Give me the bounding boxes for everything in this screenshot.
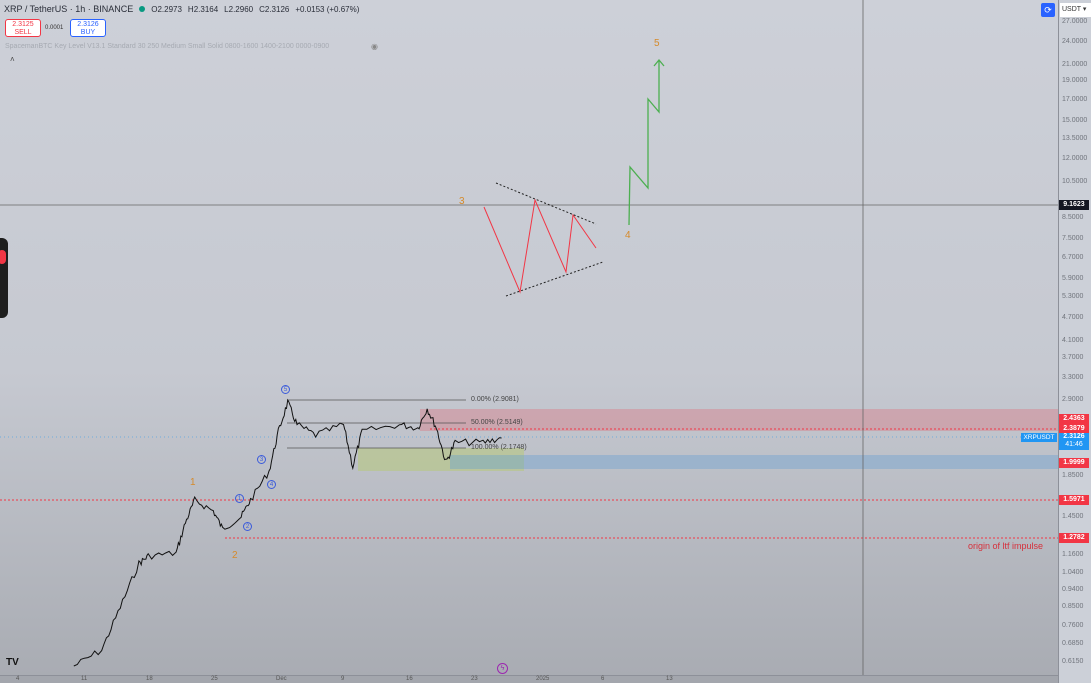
price-tick: 27.0000: [1062, 18, 1088, 25]
buy-price: 2.3126: [77, 21, 99, 28]
last-price: 2.3126: [1063, 433, 1085, 440]
eye-icon[interactable]: ◉: [371, 42, 378, 51]
market-status-dot: [139, 6, 146, 12]
price-tick: 1.8500: [1062, 471, 1084, 479]
buy-button[interactable]: 2.3126 BUY: [70, 19, 106, 37]
fib-label-100: 100.00% (2.1748): [471, 444, 527, 451]
chart-area[interactable]: [0, 0, 1058, 675]
symbol-tag: XRPUSDT: [1021, 433, 1057, 442]
price-tick: 4.1000: [1062, 336, 1084, 344]
annotation-origin: origin of ltf impulse: [968, 541, 1044, 551]
level-label-2: 2.3879: [1059, 424, 1089, 434]
price-tick: 0.6150: [1062, 657, 1084, 665]
time-tick: 25: [211, 676, 218, 682]
currency-select[interactable]: USDT ▾: [1060, 3, 1091, 17]
spread: 0.0001: [45, 25, 64, 31]
supply-zone: [420, 409, 1058, 431]
time-tick: 13: [666, 676, 673, 682]
price-tick: 10.5000: [1062, 177, 1088, 185]
level-label-1: 2.4363: [1059, 414, 1089, 424]
level-label-3: 1.9999: [1059, 458, 1089, 468]
time-tick: 23: [471, 676, 478, 682]
crosshair-price-label: 9.1623: [1059, 200, 1089, 210]
time-tick: 2025: [536, 676, 550, 682]
price-tick: 7.5000: [1062, 234, 1084, 242]
price-tick: 13.5000: [1062, 135, 1088, 143]
price-tick: 19.0000: [1062, 77, 1088, 85]
time-tick: 16: [406, 676, 413, 682]
last-price-label: 2.3126 41:46: [1059, 433, 1089, 450]
subwave-4: 4: [267, 480, 276, 489]
tradingview-logo[interactable]: TV: [6, 657, 19, 668]
time-tick: Dec: [276, 676, 287, 682]
ohlc-change: +0.0153 (+0.67%): [295, 4, 360, 14]
time-tick: 9: [341, 676, 345, 682]
ohlc-high: H2.3164: [187, 4, 219, 14]
fib-label-50: 50.00% (2.5149): [471, 419, 523, 426]
time-axis[interactable]: [0, 675, 1058, 683]
subwave-3: 3: [257, 455, 266, 464]
price-tick: 4.7000: [1062, 313, 1084, 321]
price-tick: 21.0000: [1062, 60, 1088, 68]
time-tick: 11: [81, 676, 88, 682]
subwave-1: 1: [235, 494, 244, 503]
time-tick: 18: [146, 676, 153, 682]
collapse-chevron-icon[interactable]: ˄: [10, 55, 15, 64]
ohlc-close: C2.3126: [259, 4, 290, 14]
level-label-4: 1.5971: [1059, 495, 1089, 505]
price-tick: 3.7000: [1062, 354, 1084, 362]
price-tick: 0.7600: [1062, 622, 1084, 630]
wave-3: 3: [459, 196, 465, 207]
price-tick: 0.6850: [1062, 639, 1084, 647]
price-tick: 5.9000: [1062, 275, 1084, 283]
price-series: [73, 398, 502, 667]
price-tick: 6.7000: [1062, 253, 1084, 261]
price-tick: 2.9000: [1062, 395, 1084, 403]
price-tick: 0.9400: [1062, 586, 1084, 594]
lightning-icon[interactable]: ϟ: [497, 663, 508, 674]
price-tick: 24.0000: [1062, 37, 1088, 45]
currency-label: USDT: [1062, 6, 1081, 13]
fib-lines: [287, 399, 466, 449]
wave-1: 1: [190, 477, 196, 488]
price-tick: 3.3000: [1062, 373, 1084, 381]
chart-canvas[interactable]: [0, 0, 1058, 675]
price-tick: 12.0000: [1062, 155, 1088, 163]
candle-countdown: 41:46: [1065, 441, 1083, 448]
subwave-2: 2: [243, 522, 252, 531]
price-tick: 5.3000: [1062, 293, 1084, 301]
time-tick: 4: [16, 676, 20, 682]
price-tick: 1.1600: [1062, 550, 1084, 558]
price-tick: 0.8500: [1062, 603, 1084, 611]
wave-4: 4: [625, 230, 631, 241]
triangle-projection: [483, 58, 665, 297]
indicator-legend[interactable]: SpacemanBTC Key Level V13.1 Standard 30 …: [5, 43, 330, 50]
price-tick: 1.0400: [1062, 569, 1084, 577]
price-tick: 8.5000: [1062, 213, 1084, 221]
buy-label: BUY: [80, 29, 96, 36]
subwave-5: 5: [281, 385, 290, 394]
demand-zone-green: [358, 448, 524, 471]
sell-button[interactable]: 2.3125 SELL: [5, 19, 41, 37]
time-tick: 6: [601, 676, 605, 682]
price-axis[interactable]: [1058, 0, 1091, 683]
wave-5: 5: [654, 38, 660, 49]
price-tick: 15.0000: [1062, 117, 1088, 125]
price-tick: 1.4500: [1062, 512, 1084, 520]
ohlc-open: O2.2973: [151, 4, 182, 14]
price-tick: 17.0000: [1062, 96, 1088, 104]
side-panel-handle[interactable]: [0, 238, 8, 318]
swap-icon[interactable]: ⟳: [1041, 3, 1055, 17]
level-label-5: 1.2782: [1059, 533, 1089, 543]
wave-2: 2: [232, 550, 238, 561]
sell-price: 2.3125: [12, 21, 34, 28]
fib-label-0: 0.00% (2.9081): [471, 396, 519, 403]
demand-zone-blue: [450, 455, 1058, 469]
symbol-header: XRP / TetherUS · 1h · BINANCE O2.2973 H2…: [4, 4, 359, 14]
ohlc-low: L2.2960: [224, 4, 254, 14]
symbol-title[interactable]: XRP / TetherUS · 1h · BINANCE: [4, 4, 134, 14]
sell-label: SELL: [14, 29, 32, 36]
